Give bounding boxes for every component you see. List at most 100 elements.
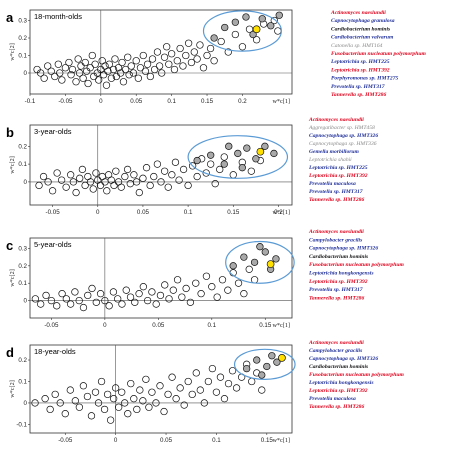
- data-point-gray: [231, 18, 240, 26]
- data-point: [193, 55, 201, 63]
- data-point: [169, 286, 177, 294]
- data-point: [197, 290, 205, 298]
- data-point: [75, 69, 84, 77]
- legend-entry: Campylobacter gracilis: [309, 237, 362, 243]
- legend-entry: Leptotrichia hongkongensis: [308, 271, 374, 277]
- data-point-gray: [261, 142, 269, 150]
- points-group: [33, 11, 283, 89]
- x-tick-label: 0.1: [167, 98, 176, 105]
- legend-entry: Catonella sp. HMT164: [331, 43, 383, 49]
- data-point: [176, 384, 184, 392]
- x-tick-label: 0.05: [137, 209, 150, 216]
- data-point: [124, 410, 132, 418]
- data-point: [211, 180, 219, 188]
- data-point: [164, 390, 172, 399]
- data-point: [109, 395, 118, 403]
- x-tick-label: -0.1: [25, 98, 36, 105]
- data-point: [54, 60, 62, 68]
- data-point: [180, 401, 188, 409]
- points-group: [31, 352, 286, 424]
- data-point: [51, 72, 59, 81]
- data-point: [224, 286, 232, 294]
- data-point: [220, 153, 228, 161]
- x-tick-label: 0.05: [160, 437, 173, 444]
- y-tick-label: 0.1: [18, 161, 27, 168]
- panel-title: 18-year-olds: [34, 347, 76, 356]
- legend-entry: Leptotrichia sp. HMT392: [308, 279, 368, 285]
- data-point: [224, 379, 233, 388]
- data-point: [81, 58, 89, 67]
- panel-title: 18-month-olds: [34, 12, 82, 21]
- data-point: [153, 160, 162, 168]
- panel-title: 3-year-olds: [34, 127, 72, 136]
- legend-entry: Prevotella sp. HMT317: [309, 189, 363, 195]
- legend-entry: Leptotrichia shahii: [308, 157, 352, 163]
- data-point: [131, 298, 139, 306]
- data-point-yellow: [266, 260, 275, 268]
- legend-entry: Actinomyces naeslundii: [308, 117, 364, 123]
- data-point: [61, 64, 70, 72]
- data-point: [186, 298, 195, 306]
- data-point: [202, 272, 211, 280]
- data-point: [152, 399, 160, 407]
- data-point: [139, 397, 147, 405]
- data-point: [127, 379, 135, 388]
- legend-entry: Campylobacter gracilis: [309, 348, 362, 354]
- data-point: [91, 60, 99, 68]
- data-point: [57, 176, 66, 184]
- data-point: [130, 171, 138, 179]
- data-point: [47, 67, 55, 75]
- data-point: [204, 377, 213, 386]
- data-point-yellow: [256, 147, 265, 156]
- legend-entry: Cardiobacterium hominis: [309, 364, 368, 370]
- data-point-gray: [243, 364, 251, 373]
- data-point: [66, 386, 74, 394]
- data-point: [160, 167, 169, 175]
- y-axis-label: w*c[2]: [9, 269, 16, 287]
- data-point: [245, 265, 253, 273]
- data-point: [157, 178, 165, 186]
- data-point: [139, 51, 147, 60]
- data-point: [53, 169, 61, 177]
- data-point: [79, 382, 88, 390]
- x-tick-label: 0: [99, 98, 103, 105]
- data-point: [168, 373, 176, 381]
- data-point: [247, 167, 255, 175]
- data-point: [53, 302, 61, 310]
- x-tick-label: 0.05: [152, 322, 165, 329]
- legend-entry: Fusobacterium nucleatum polymorphum: [309, 372, 404, 378]
- data-point: [199, 64, 208, 72]
- data-point: [136, 386, 144, 394]
- data-point: [95, 76, 103, 84]
- data-point: [208, 283, 216, 291]
- data-point: [179, 165, 188, 174]
- data-point: [153, 48, 162, 56]
- data-point: [143, 296, 152, 305]
- data-point: [86, 64, 94, 72]
- data-point-gray: [220, 160, 228, 168]
- data-point: [42, 291, 50, 300]
- data-point: [146, 181, 154, 190]
- legend-entry: Fusobacterium nucleatum polymorphum: [309, 262, 404, 268]
- data-point: [40, 74, 48, 82]
- legend-entry: Prevotella maculosa: [309, 181, 356, 187]
- data-point: [142, 375, 150, 383]
- data-point: [203, 51, 211, 60]
- data-point: [196, 41, 204, 49]
- data-point: [118, 300, 126, 308]
- data-point: [216, 373, 225, 381]
- data-point: [192, 369, 200, 377]
- data-point-gray: [252, 155, 260, 163]
- legend-entry: Leptotrichia sp. HMT392: [330, 67, 390, 73]
- data-point: [148, 288, 156, 296]
- data-point: [111, 55, 119, 63]
- y-tick-label: 0.2: [18, 263, 27, 270]
- data-point: [109, 288, 118, 296]
- data-point: [105, 60, 113, 68]
- data-point: [71, 288, 79, 296]
- legend-entry: Prevotella sp. HMT317: [309, 287, 363, 293]
- data-point: [44, 62, 52, 70]
- x-tick-label: 0.15: [201, 98, 214, 105]
- x-tick-label: 0.1: [184, 209, 193, 216]
